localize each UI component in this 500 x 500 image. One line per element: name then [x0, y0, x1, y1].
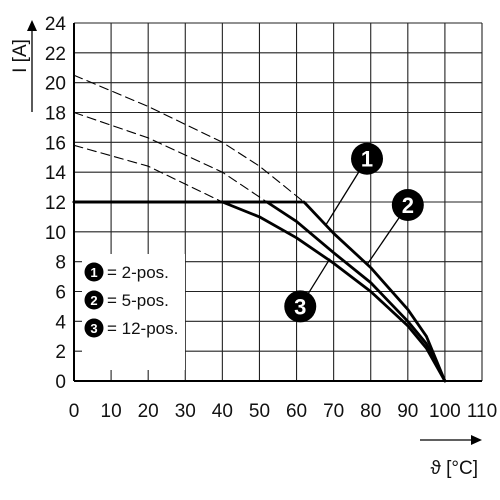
x-tick-label: 70 — [323, 401, 344, 422]
x-tick-label: 110 — [467, 401, 497, 422]
x-tick-label: 50 — [249, 401, 270, 422]
callout-number-3: 3 — [294, 294, 306, 319]
y-tick-label: 6 — [55, 283, 66, 304]
y-tick-label: 2 — [55, 342, 66, 363]
callouts: 1 2 3 — [284, 142, 424, 323]
y-tick-label: 8 — [55, 253, 66, 274]
legend-badge-number: 1 — [90, 265, 97, 280]
x-tick-label: 100 — [429, 401, 461, 422]
x-axis-arrowhead — [471, 435, 482, 445]
series-3 — [72, 200, 447, 383]
legend-badge-2 — [84, 290, 104, 310]
axis-titles: I [A] ϑ [°C] — [10, 20, 482, 479]
legend-label: = 2-pos. — [107, 263, 169, 282]
x-tick-label: 80 — [360, 401, 381, 422]
callout-number-1: 1 — [361, 147, 373, 172]
x-tick-label: 20 — [138, 401, 159, 422]
x-tick-label: 0 — [69, 401, 80, 422]
legend: 1 = 2-pos. 2 = 5-pos. 3 = 12-pos. — [82, 254, 185, 370]
legend-label: = 5-pos. — [107, 291, 169, 310]
callout-badge-2 — [391, 188, 424, 221]
y-tick-label: 16 — [45, 133, 66, 154]
callout-badge-3 — [284, 290, 317, 323]
dashed-series-1 — [73, 74, 305, 203]
grid — [74, 22, 483, 381]
y-axis-title: I [A] — [10, 39, 31, 73]
y-tick-label: 0 — [55, 372, 66, 393]
series-2 — [72, 200, 447, 383]
series-lines — [72, 74, 447, 383]
legend-badge-number: 3 — [90, 321, 97, 336]
y-tick-label: 10 — [45, 223, 66, 244]
x-axis-title: ϑ [°C] — [430, 458, 478, 479]
x-tick-label: 40 — [212, 401, 233, 422]
legend-badge-number: 2 — [90, 293, 97, 308]
x-tick-label: 10 — [101, 401, 122, 422]
dashed-series-2 — [73, 111, 268, 203]
callout-number-2: 2 — [402, 193, 414, 218]
y-tick-label: 4 — [55, 312, 66, 333]
y-axis-arrowhead — [27, 20, 37, 31]
legend-badge-3 — [84, 318, 104, 338]
callout-badge-1 — [351, 142, 384, 175]
x-tick-label: 90 — [397, 401, 418, 422]
dashed-series-3 — [73, 144, 223, 203]
legend-label: = 12-pos. — [107, 319, 178, 338]
y-tick-label: 12 — [45, 193, 66, 214]
y-tick-label: 20 — [45, 74, 66, 95]
y-tick-label: 18 — [45, 104, 66, 125]
x-tick-label: 60 — [286, 401, 307, 422]
legend-badge-1 — [84, 262, 104, 282]
y-tick-label: 24 — [45, 14, 67, 35]
x-tick-label: 30 — [175, 401, 196, 422]
y-tick-label: 22 — [45, 44, 66, 65]
series-1 — [72, 200, 447, 383]
y-tick-label: 14 — [45, 163, 67, 184]
